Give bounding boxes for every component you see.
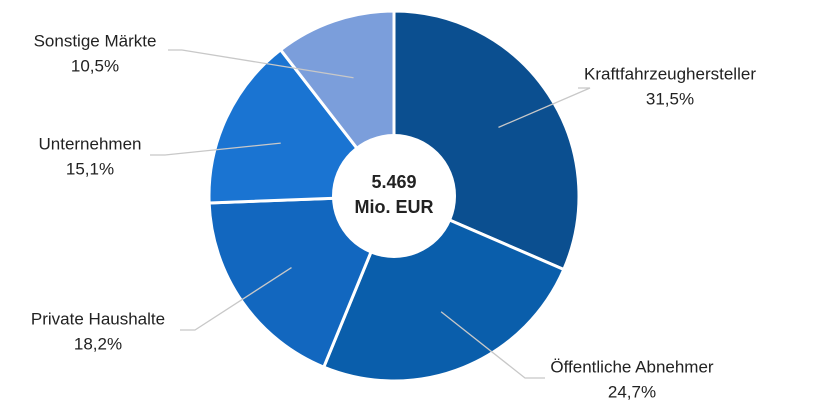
value-label: 18,2% [74, 334, 122, 353]
donut-hole [332, 134, 456, 258]
leader-line [180, 267, 292, 331]
leader-line [498, 87, 591, 128]
value-label: 15,1% [66, 159, 114, 178]
category-label: Öffentliche Abnehmer [550, 357, 714, 376]
category-label: Private Haushalte [31, 309, 165, 328]
category-label: Kraftfahrzeughersteller [584, 64, 756, 83]
value-label: 24,7% [608, 382, 656, 401]
center-unit: Mio. EUR [355, 197, 434, 217]
leader-line [440, 311, 545, 379]
category-label: Sonstige Märkte [34, 31, 157, 50]
slice [207, 194, 397, 370]
value-label: 10,5% [71, 56, 119, 75]
value-label: 31,5% [646, 89, 694, 108]
category-label: Unternehmen [38, 134, 141, 153]
leader-line [168, 49, 354, 79]
leader-line [150, 142, 281, 156]
center-value: 5.469 [371, 172, 416, 192]
